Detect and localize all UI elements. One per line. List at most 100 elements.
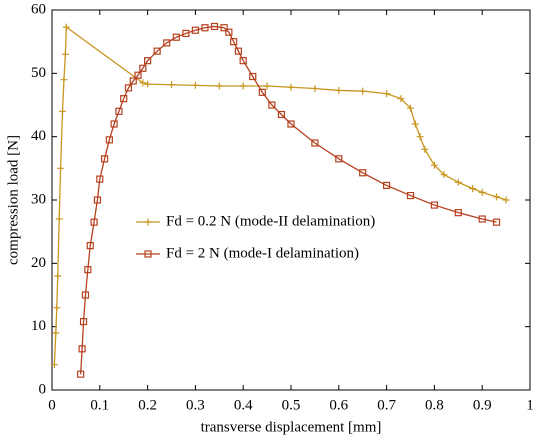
marker — [59, 107, 67, 115]
marker — [57, 164, 65, 172]
marker — [478, 188, 486, 196]
marker — [144, 218, 152, 226]
marker — [311, 85, 319, 93]
y-tick-label: 50 — [31, 65, 46, 81]
marker — [383, 90, 391, 98]
marker — [230, 38, 238, 46]
marker — [90, 218, 98, 226]
legend-label: Fd = 2 N (mode-I delamination) — [166, 245, 359, 261]
marker — [53, 304, 61, 312]
y-axis-label: compression load [N] — [5, 135, 21, 265]
marker — [50, 361, 58, 369]
marker — [139, 79, 147, 87]
marker — [406, 191, 415, 200]
marker — [411, 120, 419, 128]
marker — [77, 370, 85, 378]
x-tick-label: 0.7 — [377, 397, 396, 413]
marker — [416, 133, 424, 141]
x-tick-label: 0.8 — [425, 397, 444, 413]
marker — [430, 201, 438, 209]
x-tick-label: 0.1 — [90, 397, 109, 413]
marker — [129, 77, 137, 85]
marker — [335, 155, 343, 163]
legend-label: Fd = 0.2 N (mode-II delamination) — [166, 213, 375, 229]
marker — [172, 33, 180, 41]
marker — [115, 107, 123, 115]
marker — [311, 139, 319, 147]
marker — [163, 39, 171, 47]
marker — [84, 266, 92, 274]
marker — [100, 155, 109, 163]
marker — [407, 104, 414, 112]
marker — [124, 84, 133, 92]
y-tick-label: 10 — [31, 318, 46, 334]
x-tick-label: 0 — [48, 397, 56, 413]
marker — [287, 83, 295, 91]
y-tick-label: 20 — [31, 255, 46, 271]
marker — [191, 81, 199, 89]
marker — [120, 95, 128, 103]
marker — [359, 87, 367, 95]
y-tick-label: 60 — [31, 1, 46, 17]
y-tick-label: 30 — [31, 191, 46, 207]
marker — [79, 318, 88, 326]
marker — [454, 178, 462, 186]
marker — [139, 64, 147, 72]
marker — [201, 24, 209, 32]
x-tick-label: 0.6 — [329, 397, 348, 413]
marker — [263, 82, 271, 90]
marker — [144, 250, 152, 258]
marker — [239, 82, 247, 90]
y-tick-label: 40 — [31, 128, 46, 144]
marker — [168, 81, 175, 89]
marker — [54, 272, 62, 280]
marker — [215, 82, 223, 90]
marker — [96, 175, 104, 183]
marker — [62, 23, 70, 31]
marker — [225, 28, 233, 36]
marker — [430, 161, 438, 169]
marker — [110, 120, 118, 128]
x-tick-label: 0.3 — [186, 397, 205, 413]
marker — [105, 136, 113, 144]
marker — [469, 185, 477, 193]
marker — [258, 88, 266, 96]
x-tick-label: 0.2 — [138, 397, 157, 413]
marker — [493, 193, 501, 201]
x-tick-label: 0.5 — [282, 397, 301, 413]
marker — [502, 196, 510, 204]
marker — [239, 57, 247, 65]
marker — [220, 24, 228, 32]
marker — [397, 95, 405, 103]
series-line — [53, 25, 507, 365]
x-tick-label: 0.9 — [473, 397, 492, 413]
marker — [61, 50, 69, 58]
x-tick-label: 1 — [526, 397, 534, 413]
marker — [277, 110, 286, 119]
marker — [86, 242, 94, 250]
marker — [144, 80, 152, 88]
marker — [440, 171, 448, 179]
marker — [144, 57, 152, 65]
series-line — [80, 25, 497, 375]
marker — [454, 209, 462, 217]
x-axis-label: transverse displacement [mm] — [201, 419, 382, 435]
marker — [191, 26, 199, 34]
x-tick-label: 0.4 — [234, 397, 253, 413]
marker — [60, 76, 68, 84]
marker — [287, 120, 295, 128]
marker — [234, 47, 243, 55]
marker — [359, 169, 367, 177]
marker — [478, 215, 486, 223]
marker — [182, 29, 190, 38]
marker — [492, 218, 501, 226]
marker — [52, 329, 60, 337]
marker — [335, 86, 343, 94]
marker — [134, 71, 142, 79]
marker — [153, 47, 161, 55]
marker — [421, 145, 429, 153]
y-tick-label: 0 — [39, 381, 47, 397]
marker — [55, 215, 63, 223]
marker — [249, 72, 257, 81]
